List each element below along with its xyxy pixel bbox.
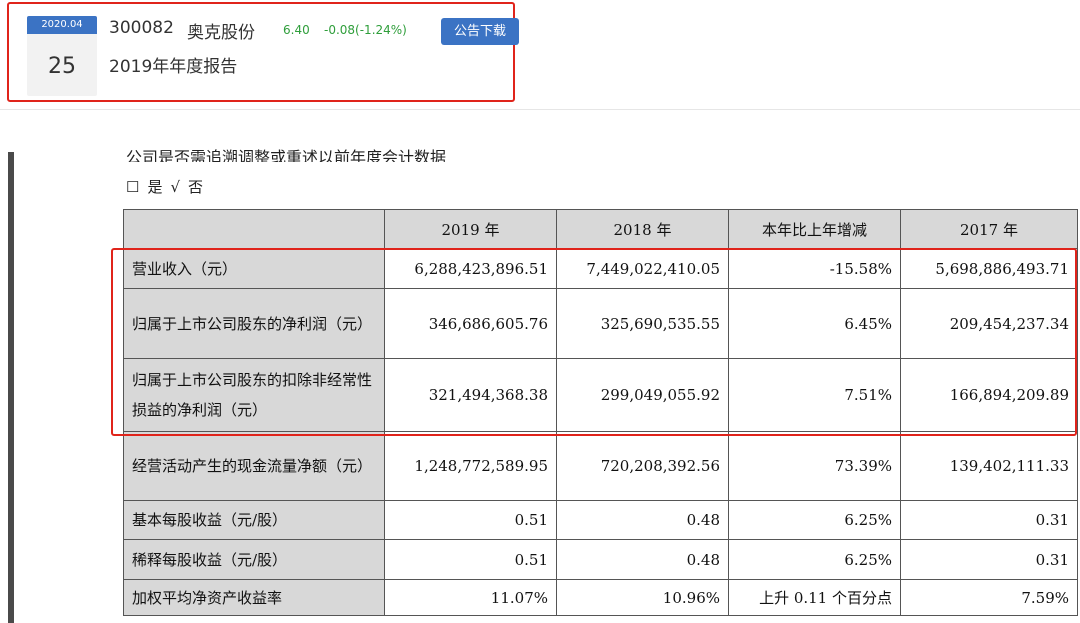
table-row: 营业收入（元） 6,288,423,896.51 7,449,022,410.0… (123, 248, 1078, 289)
section-heading-text: 公司是否需追溯调整或重述以前年度会计数据 (126, 148, 447, 162)
stock-price: 6.40 (283, 23, 310, 37)
announcement-card[interactable]: 2020.04 25 300082 奥克股份 6.40 -0.08(-1.24%… (7, 2, 519, 102)
cell-value: 1,248,772,589.95 (384, 431, 557, 501)
cell-value: 7.59% (900, 579, 1078, 616)
row-label: 经营活动产生的现金流量净额（元） (123, 431, 385, 501)
cell-value: 0.31 (900, 539, 1078, 580)
section-heading-cut: 公司是否需追溯调整或重述以前年度会计数据 (126, 134, 526, 162)
cell-value: 10.96% (556, 579, 729, 616)
table-row: 归属于上市公司股东的净利润（元） 346,686,605.76 325,690,… (123, 288, 1078, 359)
cell-value: 299,049,055.92 (556, 358, 729, 432)
check-mark-icon: √ (170, 178, 183, 196)
table-row: 归属于上市公司股东的扣除非经常性损益的净利润（元） 321,494,368.38… (123, 358, 1078, 432)
cell-value: 6,288,423,896.51 (384, 248, 557, 289)
header-2019: 2019 年 (384, 209, 557, 249)
cell-value: 11.07% (384, 579, 557, 616)
checkbox-empty-icon: ☐ (126, 178, 142, 196)
cell-value: 346,686,605.76 (384, 288, 557, 359)
row-label: 稀释每股收益（元/股） (123, 539, 385, 580)
header-blank (123, 209, 385, 249)
header-2018: 2018 年 (556, 209, 729, 249)
date-month: 2020.04 (27, 16, 97, 34)
table-row: 基本每股收益（元/股） 0.51 0.48 6.25% 0.31 (123, 500, 1078, 540)
document-edge-bar (8, 152, 14, 623)
cell-value: 209,454,237.34 (900, 288, 1078, 359)
cell-value: 6.25% (728, 539, 901, 580)
cell-value: 5,698,886,493.71 (900, 248, 1078, 289)
cell-value: 720,208,392.56 (556, 431, 729, 501)
cell-value: 166,894,209.89 (900, 358, 1078, 432)
report-title[interactable]: 2019年年度报告 (109, 57, 238, 77)
header-divider (0, 109, 1080, 110)
cell-value: 325,690,535.55 (556, 288, 729, 359)
cell-value: 6.45% (728, 288, 901, 359)
stock-code[interactable]: 300082 (109, 18, 174, 38)
header-2017: 2017 年 (900, 209, 1078, 249)
download-button[interactable]: 公告下载 (441, 18, 519, 45)
header-change: 本年比上年增减 (728, 209, 901, 249)
date-day: 25 (48, 54, 76, 79)
table-row: 稀释每股收益（元/股） 0.51 0.48 6.25% 0.31 (123, 539, 1078, 580)
row-label: 基本每股收益（元/股） (123, 500, 385, 540)
cell-value: 73.39% (728, 431, 901, 501)
cell-value: 上升 0.11 个百分点 (728, 579, 901, 616)
choice-no: 否 (188, 178, 206, 196)
date-badge: 2020.04 25 (27, 16, 97, 96)
cell-value: 139,402,111.33 (900, 431, 1078, 501)
cell-value: 0.51 (384, 539, 557, 580)
row-label: 归属于上市公司股东的净利润（元） (123, 288, 385, 359)
table-row: 加权平均净资产收益率 11.07% 10.96% 上升 0.11 个百分点 7.… (123, 579, 1078, 616)
cell-value: 6.25% (728, 500, 901, 540)
table-row: 经营活动产生的现金流量净额（元） 1,248,772,589.95 720,20… (123, 431, 1078, 501)
choice-yes: 是 (147, 178, 165, 196)
cell-value: 7,449,022,410.05 (556, 248, 729, 289)
cell-value: -15.58% (728, 248, 901, 289)
row-label: 营业收入（元） (123, 248, 385, 289)
cell-value: 0.48 (556, 539, 729, 580)
stock-change: -0.08(-1.24%) (324, 23, 407, 37)
cell-value: 321,494,368.38 (384, 358, 557, 432)
financial-data-table: 2019 年 2018 年 本年比上年增减 2017 年 营业收入（元） 6,2… (123, 209, 1078, 616)
row-label: 加权平均净资产收益率 (123, 579, 385, 616)
restatement-choice: ☐ 是 √ 否 (126, 176, 211, 197)
cell-value: 7.51% (728, 358, 901, 432)
row-label: 归属于上市公司股东的扣除非经常性损益的净利润（元） (123, 358, 385, 432)
cell-value: 0.48 (556, 500, 729, 540)
cell-value: 0.31 (900, 500, 1078, 540)
table-header-row: 2019 年 2018 年 本年比上年增减 2017 年 (123, 209, 1078, 249)
stock-name[interactable]: 奥克股份 (187, 23, 255, 43)
cell-value: 0.51 (384, 500, 557, 540)
